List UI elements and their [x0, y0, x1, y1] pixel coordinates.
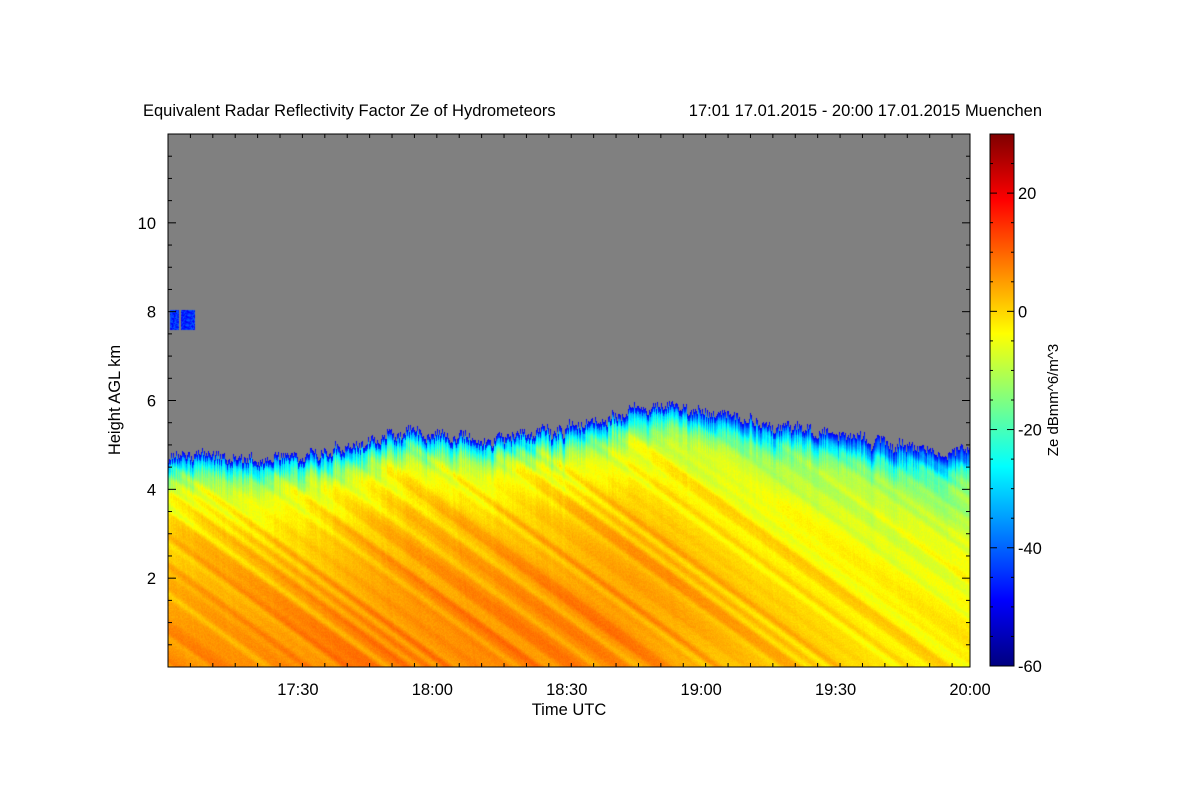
x-tick-label: 20:00: [949, 681, 990, 699]
y-tick-label: 8: [147, 304, 156, 322]
y-tick-label: 10: [138, 215, 156, 233]
colorbar-gradient: [989, 133, 1015, 667]
colorbar-tick-label: -40: [1018, 540, 1042, 558]
colorbar-tick-label: 0: [1018, 303, 1027, 321]
chart-subtitle: 17:01 17.01.2015 - 20:00 17.01.2015 Muen…: [689, 102, 1042, 120]
x-tick-label: 19:00: [681, 681, 722, 699]
colorbar-tick-label: 20: [1018, 185, 1036, 203]
x-axis-label: Time UTC: [532, 701, 607, 719]
x-tick-label: 17:30: [277, 681, 318, 699]
x-tick-label: 19:30: [815, 681, 856, 699]
colorbar-tick-label: -60: [1018, 658, 1042, 676]
y-tick-label: 6: [147, 393, 156, 411]
colorbar-tick-label: -20: [1018, 422, 1042, 440]
reflectivity-heatmap: [168, 134, 970, 667]
x-axis: 17:30 18:00 18:30 19:00 19:30 20:00: [167, 134, 991, 699]
colorbar: 20 0 -20 -40 -60: [989, 133, 1042, 676]
plot-area: [167, 133, 971, 668]
y-tick-label: 4: [147, 481, 156, 499]
x-tick-label: 18:00: [412, 681, 453, 699]
x-tick-label: 18:30: [546, 681, 587, 699]
y-axis: 2 4 6 8 10: [138, 133, 970, 668]
colorbar-label: Ze dBmm^6/m^3: [1045, 344, 1062, 456]
chart-title: Equivalent Radar Reflectivity Factor Ze …: [143, 102, 556, 120]
y-axis-label: Height AGL km: [106, 345, 124, 455]
y-tick-label: 2: [147, 570, 156, 588]
